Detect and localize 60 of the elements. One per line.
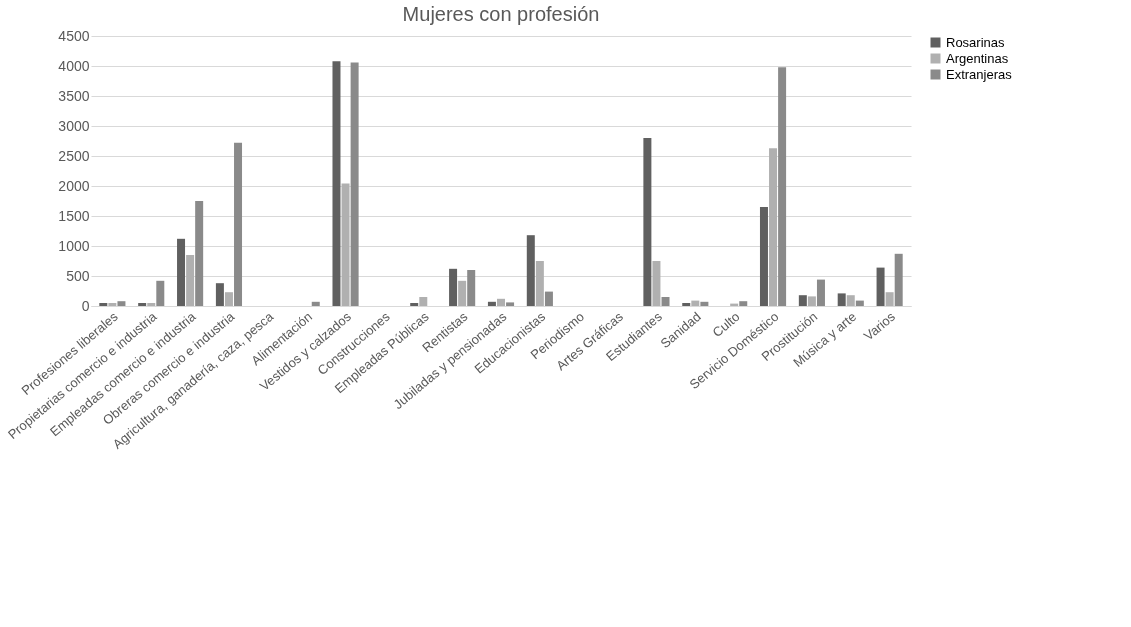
bar <box>816 279 825 306</box>
bar <box>682 303 691 306</box>
bar <box>419 297 428 306</box>
legend-label: Extranjeras <box>946 66 1013 82</box>
legend-label: Argentinas <box>946 50 1009 66</box>
bar <box>807 296 816 306</box>
bar <box>350 62 359 306</box>
bar <box>467 270 476 306</box>
bar <box>215 283 224 306</box>
bar <box>138 303 147 306</box>
bar <box>894 253 903 306</box>
bar <box>108 303 117 306</box>
bar <box>449 268 458 306</box>
bar <box>487 301 496 306</box>
bar <box>846 295 855 306</box>
bar <box>652 261 661 306</box>
bar <box>186 255 195 306</box>
bar <box>195 201 204 306</box>
y-tick-label: 4500 <box>58 27 90 44</box>
bar <box>311 301 320 306</box>
bar <box>234 142 243 306</box>
bar <box>458 280 467 306</box>
y-tick-label: 3000 <box>58 117 90 134</box>
bar <box>778 67 787 306</box>
bar <box>117 301 126 306</box>
y-tick-label: 3500 <box>58 87 90 104</box>
y-tick-label: 4000 <box>58 57 90 74</box>
bar <box>506 302 515 306</box>
bar <box>855 300 864 306</box>
legend-label: Rosarinas <box>946 34 1006 50</box>
bar <box>876 267 885 306</box>
y-tick-label: 1500 <box>58 207 90 224</box>
bar <box>544 291 553 306</box>
bar <box>643 138 652 306</box>
bar <box>700 301 709 306</box>
bar <box>177 238 186 306</box>
bar <box>798 295 807 306</box>
bar <box>497 298 505 306</box>
chart-title: Mujeres con profesión <box>402 3 600 25</box>
y-tick-label: 500 <box>66 267 90 284</box>
bar <box>341 183 350 306</box>
y-tick-label: 0 <box>81 297 90 314</box>
bar <box>99 303 108 306</box>
bar <box>885 292 894 306</box>
bar <box>156 280 165 306</box>
bar <box>147 303 156 306</box>
bar <box>526 235 535 306</box>
bar <box>837 293 846 306</box>
bar <box>691 300 700 306</box>
bar <box>332 61 341 306</box>
bar <box>739 301 748 306</box>
y-tick-label: 2000 <box>58 177 90 194</box>
bar <box>759 207 768 306</box>
bar <box>535 261 544 306</box>
y-tick-label: 2500 <box>58 147 90 164</box>
y-tick-label: 1000 <box>58 237 90 254</box>
bar <box>224 292 233 306</box>
bar <box>410 303 419 306</box>
bar <box>661 297 670 306</box>
bar <box>769 148 778 306</box>
